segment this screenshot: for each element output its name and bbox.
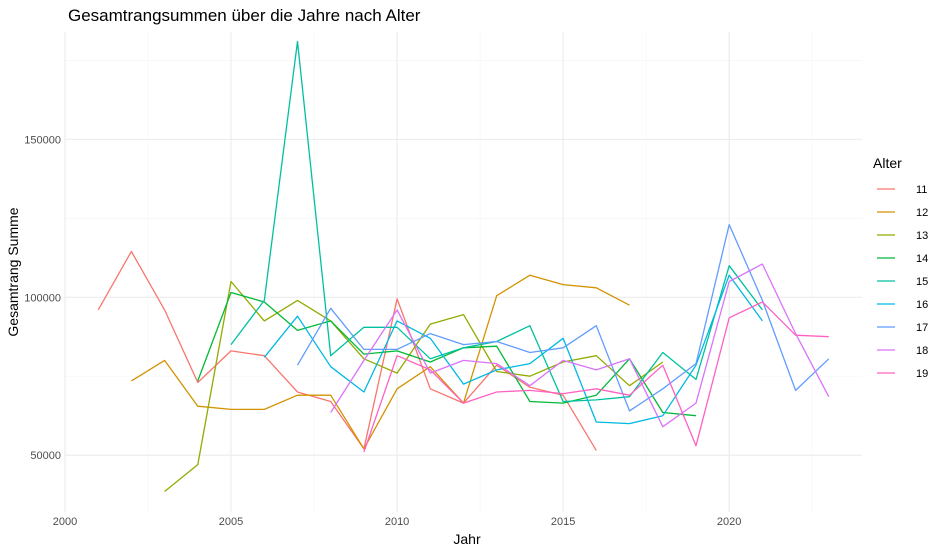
x-tick-label: 2005	[219, 516, 243, 528]
y-axis-ticks: 50000 100000 150000	[24, 134, 61, 462]
y-tick-label: 150000	[24, 134, 61, 146]
y-tick-label: 50000	[30, 450, 61, 462]
series-line-15	[230, 40, 763, 403]
series-line-14	[197, 291, 697, 417]
chart-title: Gesamtrangsummen über die Jahre nach Alt…	[68, 6, 421, 25]
series-line-13	[164, 280, 664, 493]
series-line-18	[330, 263, 830, 428]
x-tick-label: 2020	[717, 516, 741, 528]
series-line-19	[363, 301, 829, 453]
y-tick-label: 100000	[24, 292, 61, 304]
x-tick-label: 2010	[385, 516, 409, 528]
legend: Alter 11 12 13 14 15 16 17 18 19	[873, 155, 928, 380]
legend-label-12: 12	[916, 207, 928, 219]
x-axis-title: Jahr	[453, 531, 481, 547]
series-line-11	[97, 250, 597, 451]
series-line-16	[263, 274, 763, 425]
series-line-12	[131, 274, 630, 450]
legend-items: 11 12 13 14 15 16 17 18 19	[877, 184, 928, 380]
series-lines	[97, 40, 830, 493]
grid	[64, 32, 862, 512]
legend-label-19: 19	[916, 368, 928, 380]
x-axis-ticks: 2000 2005 2010 2015 2020	[53, 516, 742, 528]
x-tick-label: 2000	[53, 516, 77, 528]
legend-label-14: 14	[916, 253, 928, 265]
legend-label-13: 13	[916, 230, 928, 242]
legend-label-16: 16	[916, 299, 928, 311]
legend-label-17: 17	[916, 322, 928, 334]
series-line-17	[296, 223, 830, 412]
legend-label-18: 18	[916, 345, 928, 357]
legend-label-11: 11	[916, 184, 927, 196]
y-axis-title: Gesamtrang Summe	[5, 207, 21, 336]
x-tick-label: 2015	[551, 516, 575, 528]
legend-title: Alter	[873, 155, 902, 171]
legend-label-15: 15	[916, 276, 928, 288]
